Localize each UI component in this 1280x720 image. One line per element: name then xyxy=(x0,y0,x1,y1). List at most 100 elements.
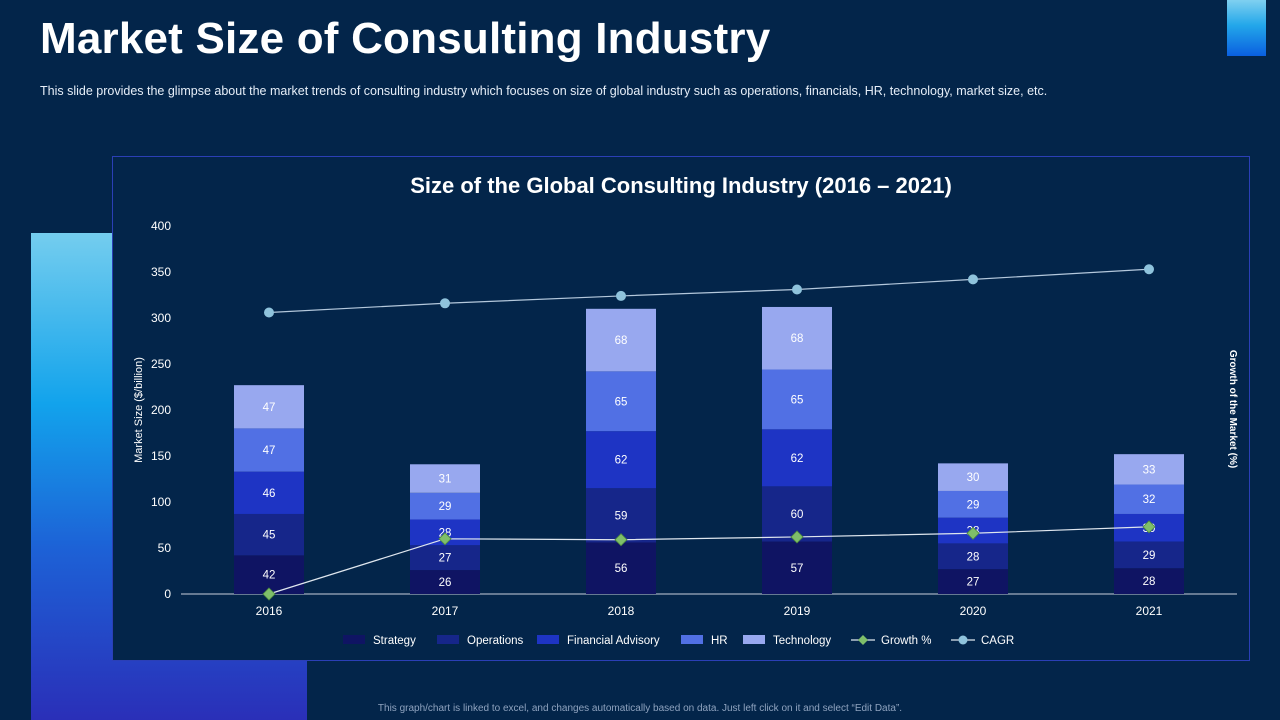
cagr-point-2020 xyxy=(968,274,978,285)
bar-segment-technology-2016 xyxy=(234,385,304,429)
bar-segment-hr-2018 xyxy=(586,371,656,432)
x-tick-label: 2020 xyxy=(960,604,987,618)
bar-segment-financial-advisory-2018 xyxy=(586,431,656,489)
decorative-accent-top xyxy=(1227,0,1266,56)
growth-point-2021 xyxy=(1142,520,1156,534)
growth-point-2017 xyxy=(438,532,452,546)
x-tick-label: 2017 xyxy=(432,604,459,618)
x-tick-label: 2021 xyxy=(1136,604,1163,618)
slide-title: Market Size of Consulting Industry xyxy=(40,14,771,63)
bar-data-label: 45 xyxy=(263,530,276,542)
y-tick-label: 50 xyxy=(158,541,172,555)
bar-data-label: 28 xyxy=(1143,576,1156,588)
bar-segment-hr-2016 xyxy=(234,428,304,472)
legend-swatch-3 xyxy=(681,635,703,644)
legend-label: Technology xyxy=(773,635,831,647)
cagr-point-2018 xyxy=(616,290,626,301)
bar-segment-financial-advisory-2016 xyxy=(234,471,304,514)
bar-data-label: 27 xyxy=(967,577,980,589)
cagr-point-2017 xyxy=(440,298,450,309)
bar-segment-strategy-2017 xyxy=(410,570,480,594)
cagr-point-2016 xyxy=(264,307,274,318)
bar-data-label: 62 xyxy=(615,455,628,467)
y-tick-label: 300 xyxy=(151,311,171,325)
bar-segment-technology-2020 xyxy=(938,463,1008,491)
bar-data-label: 59 xyxy=(615,510,628,522)
bar-segment-hr-2019 xyxy=(762,369,832,430)
bar-data-label: 68 xyxy=(615,335,628,347)
bar-segment-operations-2017 xyxy=(410,545,480,571)
bar-segment-strategy-2019 xyxy=(762,541,832,594)
legend-label: Operations xyxy=(467,635,524,647)
bar-segment-technology-2018 xyxy=(586,308,656,372)
slide-subtitle: This slide provides the glimpse about th… xyxy=(40,84,1048,98)
growth-point-2019 xyxy=(790,530,804,544)
bar-data-label: 29 xyxy=(1143,550,1156,562)
bar-data-label: 29 xyxy=(439,501,452,513)
legend-marker-6 xyxy=(958,635,968,645)
x-tick-label: 2019 xyxy=(784,604,811,618)
y-tick-label: 200 xyxy=(151,403,171,417)
legend-swatch-4 xyxy=(743,635,765,644)
bar-data-label: 56 xyxy=(615,563,628,575)
bar-data-label: 60 xyxy=(791,509,804,521)
y-tick-label: 250 xyxy=(151,357,171,371)
line-growth- xyxy=(268,526,1150,595)
y-tick-label: 400 xyxy=(151,219,171,233)
bar-segment-operations-2021 xyxy=(1114,541,1184,569)
footnote: This graph/chart is linked to excel, and… xyxy=(377,703,903,714)
bar-data-label: 65 xyxy=(615,396,628,408)
legend-label: Financial Advisory xyxy=(567,635,660,647)
cagr-point-2019 xyxy=(792,284,802,295)
legend-swatch-2 xyxy=(537,635,559,644)
bar-segment-operations-2016 xyxy=(234,513,304,556)
y-tick-label: 100 xyxy=(151,495,171,509)
y-tick-label: 350 xyxy=(151,265,171,279)
bar-data-label: 57 xyxy=(791,563,804,575)
line-cagr xyxy=(268,268,1150,314)
bar-segment-hr-2020 xyxy=(938,490,1008,518)
x-tick-label: 2018 xyxy=(608,604,635,618)
chart-title: Size of the Global Consulting Industry (… xyxy=(410,173,952,198)
bar-data-label: 46 xyxy=(263,488,276,500)
legend-label: CAGR xyxy=(981,635,1014,647)
legend-swatch-1 xyxy=(437,635,459,644)
cagr-point-2021 xyxy=(1144,264,1154,275)
bar-data-label: 26 xyxy=(439,577,452,589)
bar-data-label: 47 xyxy=(263,402,276,414)
bar-segment-strategy-2020 xyxy=(938,569,1008,594)
bar-segment-hr-2021 xyxy=(1114,484,1184,514)
bar-segment-technology-2017 xyxy=(410,464,480,493)
y-tick-label: 0 xyxy=(164,587,171,601)
bar-segment-financial-advisory-2019 xyxy=(762,429,832,487)
bar-data-label: 68 xyxy=(791,333,804,345)
legend-label: HR xyxy=(711,635,728,647)
bar-data-label: 27 xyxy=(439,553,452,565)
growth-point-2018 xyxy=(614,533,628,547)
y2-axis-title: Growth of the Market (%) xyxy=(1227,350,1238,468)
bar-segment-technology-2021 xyxy=(1114,454,1184,485)
bar-data-label: 33 xyxy=(1143,464,1156,476)
bar-segment-technology-2019 xyxy=(762,306,832,370)
bar-segment-hr-2017 xyxy=(410,492,480,520)
bar-segment-strategy-2021 xyxy=(1114,568,1184,594)
chart-panel[interactable]: Size of the Global Consulting Industry (… xyxy=(112,156,1250,661)
bar-data-label: 32 xyxy=(1143,494,1156,506)
x-tick-label: 2016 xyxy=(256,604,283,618)
bar-data-label: 62 xyxy=(791,453,804,465)
legend-label: Strategy xyxy=(373,635,416,647)
legend-swatch-0 xyxy=(343,635,365,644)
stacked-bar-chart[interactable]: Size of the Global Consulting Industry (… xyxy=(113,157,1249,660)
bar-data-label: 30 xyxy=(967,472,980,484)
bar-data-label: 47 xyxy=(263,445,276,457)
bar-data-label: 42 xyxy=(263,570,276,582)
growth-point-2020 xyxy=(966,526,980,540)
bar-data-label: 65 xyxy=(791,394,804,406)
legend-marker-5 xyxy=(858,635,868,645)
bar-data-label: 29 xyxy=(967,499,980,511)
y-axis-title: Market Size ($/billion) xyxy=(133,357,145,463)
growth-point-2016 xyxy=(262,587,276,601)
legend-label: Growth % xyxy=(881,635,932,647)
bar-segment-operations-2020 xyxy=(938,543,1008,570)
bar-data-label: 31 xyxy=(439,474,452,486)
